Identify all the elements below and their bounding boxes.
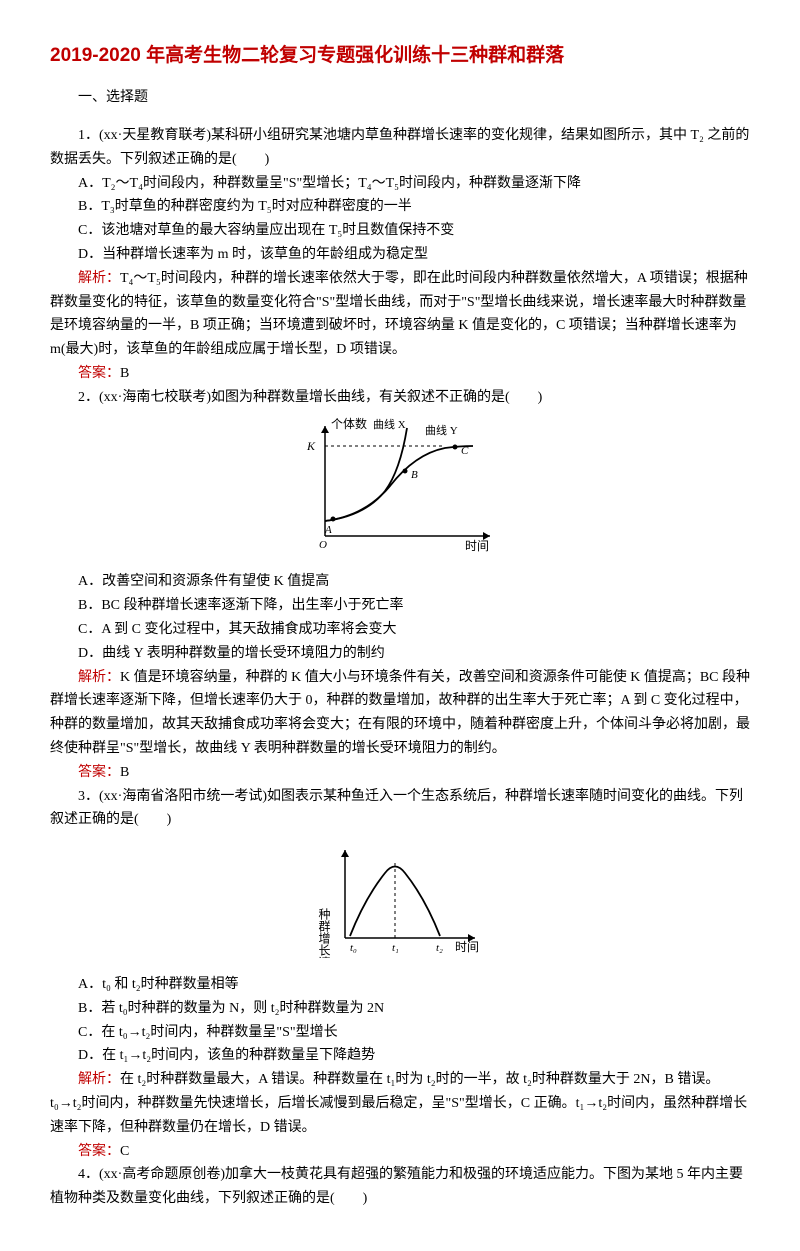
svg-text:O: O — [319, 539, 327, 551]
q1-answer: 答案：B — [50, 362, 750, 386]
analysis-label: 解析： — [78, 670, 120, 685]
svg-text:曲线 X: 曲线 X — [373, 417, 406, 431]
section-heading: 一、选择题 — [50, 86, 750, 110]
q2-analysis-text: K 值是环境容纳量，种群的 K 值大小与环境条件有关，改善空间和资源条件可能使 … — [50, 670, 750, 756]
analysis-label: 解析： — [78, 1072, 120, 1087]
q2-option-c: C．A 到 C 变化过程中，其天敌捕食成功率将会变大 — [50, 618, 750, 642]
answer-label: 答案： — [78, 765, 120, 780]
svg-text:B: B — [411, 469, 418, 481]
q1-analysis: 解析：T₄～T₅时间段内，种群的增长速率依然大于零，即在此时间段内种群数量依然增… — [50, 267, 750, 362]
svg-text:时间: 时间 — [465, 539, 489, 553]
answer-label: 答案： — [78, 1144, 120, 1159]
svg-text:个体数: 个体数 — [331, 416, 367, 431]
q3-analysis: 解析：在 t₂时种群数量最大，A 错误。种群数量在 t₁时为 t₂时的一半，故 … — [50, 1068, 750, 1139]
svg-text:C: C — [461, 445, 469, 457]
svg-text:K: K — [306, 439, 316, 453]
q2-analysis: 解析：K 值是环境容纳量，种群的 K 值大小与环境条件有关，改善空间和资源条件可… — [50, 666, 750, 761]
svg-text:t₁: t₁ — [392, 942, 399, 954]
q3-option-b: B．若 t₀时种群的数量为 N，则 t₂时种群数量为 2N — [50, 997, 750, 1021]
q2-option-a: A．改善空间和资源条件有望使 K 值提高 — [50, 570, 750, 594]
q3-answer: 答案：C — [50, 1140, 750, 1164]
svg-text:曲线 Y: 曲线 Y — [425, 423, 458, 437]
q3-option-a: A．t₀ 和 t₂时种群数量相等 — [50, 973, 750, 997]
q3-option-c: C．在 t₀→t₂时间内，种群数量呈"S"型增长 — [50, 1021, 750, 1045]
q1-stem: 1．(xx·天星教育联考)某科研小组研究某池塘内草鱼种群增长速率的变化规律，结果… — [50, 124, 750, 172]
q2-chart: K A B C 个体数 曲线 X 曲线 Y 时间 O — [50, 416, 750, 565]
q3-analysis-text: 在 t₂时种群数量最大，A 错误。种群数量在 t₁时为 t₂时的一半，故 t₂时… — [50, 1072, 747, 1135]
q2-option-b: B．BC 段种群增长速率逐渐下降，出生率小于死亡率 — [50, 594, 750, 618]
svg-text:t₀: t₀ — [350, 942, 357, 954]
q4-stem: 4．(xx·高考命题原创卷)加拿大一枝黄花具有超强的繁殖能力和极强的环境适应能力… — [50, 1163, 750, 1211]
q1-analysis-text: T₄～T₅时间段内，种群的增长速率依然大于零，即在此时间段内种群数量依然增大，A… — [50, 271, 748, 357]
svg-text:A: A — [324, 524, 332, 536]
answer-label: 答案： — [78, 366, 120, 381]
q1-answer-value: B — [120, 366, 129, 381]
q3-answer-value: C — [120, 1144, 129, 1159]
q1-option-c: C．该池塘对草鱼的最大容纳量应出现在 T₅时且数值保持不变 — [50, 219, 750, 243]
q3-stem: 3．(xx·海南省洛阳市统一考试)如图表示某种鱼迁入一个生态系统后，种群增长速率… — [50, 785, 750, 833]
page-title: 2019-2020 年高考生物二轮复习专题强化训练十三种群和群落 — [50, 40, 750, 72]
q1-option-b: B．T₃时草鱼的种群密度约为 T₅时对应种群密度的一半 — [50, 195, 750, 219]
q3-chart: t₀ t₁ t₂ 时间 种群增长速率 — [50, 838, 750, 967]
q2-option-d: D．曲线 Y 表明种群数量的增长受环境阻力的制约 — [50, 642, 750, 666]
q2-answer: 答案：B — [50, 761, 750, 785]
svg-text:时间: 时间 — [455, 940, 479, 954]
q3-option-d: D．在 t₁→t₂时间内，该鱼的种群数量呈下降趋势 — [50, 1044, 750, 1068]
q1-option-a: A．T₂～T₄时间段内，种群数量呈"S"型增长；T₄～T₅时间段内，种群数量逐渐… — [50, 172, 750, 196]
q2-answer-value: B — [120, 765, 129, 780]
q2-stem: 2．(xx·海南七校联考)如图为种群数量增长曲线，有关叙述不正确的是( ) — [50, 386, 750, 410]
svg-text:t₂: t₂ — [436, 942, 443, 954]
svg-text:种群增长速率: 种群增长速率 — [317, 908, 331, 958]
q1-option-d: D．当种群增长速率为 m 时，该草鱼的年龄组成为稳定型 — [50, 243, 750, 267]
analysis-label: 解析： — [78, 271, 120, 286]
